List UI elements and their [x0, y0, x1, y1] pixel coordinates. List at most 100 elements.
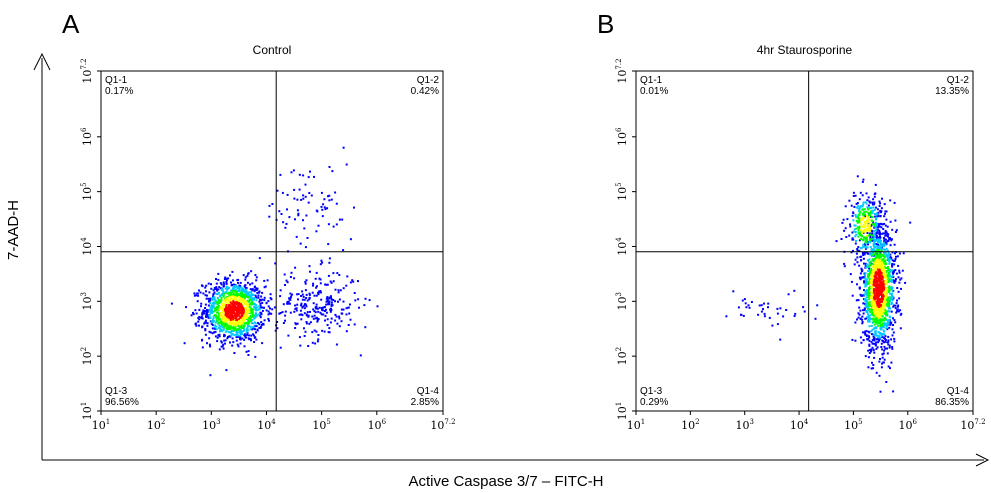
data-point: [293, 188, 296, 191]
data-point: [238, 317, 241, 320]
data-point: [894, 231, 897, 233]
data-point: [785, 309, 788, 311]
data-point: [890, 286, 893, 289]
data-point: [875, 243, 878, 245]
data-point: [869, 233, 872, 236]
data-point: [879, 321, 882, 324]
data-point: [225, 322, 228, 325]
data-point: [880, 295, 883, 298]
data-point: [863, 281, 866, 284]
data-point: [253, 341, 256, 343]
data-point: [225, 279, 228, 282]
data-point: [886, 267, 888, 269]
data-point: [244, 303, 247, 306]
data-point: [227, 302, 229, 305]
data-point: [885, 381, 888, 383]
data-point: [884, 241, 887, 244]
data-point: [222, 281, 225, 284]
data-point: [239, 337, 242, 340]
data-point: [225, 309, 228, 312]
data-point: [864, 265, 867, 268]
data-point: [237, 345, 240, 348]
data-point: [244, 307, 247, 310]
data-point: [867, 252, 870, 255]
data-point: [316, 340, 319, 343]
data-point: [878, 321, 881, 324]
data-point: [861, 208, 864, 211]
data-point: [251, 328, 254, 331]
data-point: [882, 361, 885, 364]
data-point: [249, 299, 251, 302]
data-point: [284, 226, 287, 229]
data-point: [285, 279, 288, 282]
data-point: [887, 269, 890, 272]
data-point: [873, 241, 876, 244]
data-point: [866, 303, 869, 306]
data-point: [308, 265, 311, 268]
data-point: [244, 287, 247, 290]
data-point: [259, 304, 262, 307]
data-point: [212, 289, 215, 292]
data-point: [220, 323, 223, 325]
data-point: [865, 290, 868, 293]
data-point: [238, 324, 241, 327]
data-point: [889, 258, 892, 261]
data-point: [223, 326, 226, 329]
data-point: [875, 212, 878, 215]
data-point: [883, 272, 886, 275]
data-point: [864, 238, 867, 240]
data-point: [276, 321, 279, 323]
data-point: [289, 296, 292, 299]
data-point: [888, 237, 891, 240]
data-point: [354, 299, 357, 302]
data-point: [306, 237, 309, 239]
data-point: [867, 366, 870, 369]
data-point: [231, 316, 234, 319]
data-point: [877, 283, 880, 286]
data-point: [261, 342, 264, 345]
data-point: [878, 305, 880, 308]
data-point: [219, 319, 222, 322]
chart-title: 4hr Staurosporine: [757, 43, 853, 57]
data-point: [875, 245, 878, 248]
data-point: [873, 337, 876, 339]
data-point: [879, 253, 882, 256]
data-point: [223, 316, 226, 319]
data-point: [886, 352, 889, 355]
data-point: [871, 361, 873, 364]
data-point: [222, 328, 225, 331]
data-point: [876, 346, 879, 349]
data-point: [325, 297, 328, 300]
data-point: [879, 240, 882, 243]
data-point: [864, 304, 867, 307]
data-point: [357, 298, 360, 301]
data-point: [862, 302, 865, 305]
data-point: [220, 294, 223, 297]
data-point: [236, 343, 239, 346]
data-point: [225, 301, 228, 304]
data-point: [253, 297, 255, 300]
data-point: [278, 210, 281, 213]
data-point: [340, 312, 343, 315]
data-point: [251, 309, 254, 312]
data-point: [347, 306, 350, 309]
data-point: [224, 291, 227, 294]
y-tick-label: 103: [80, 292, 94, 310]
data-point: [237, 329, 240, 332]
data-point: [208, 343, 211, 346]
data-point: [862, 245, 865, 248]
data-point: [861, 276, 864, 279]
data-point: [192, 311, 194, 314]
data-point: [887, 272, 890, 275]
data-point: [204, 333, 207, 336]
data-point: [895, 311, 898, 314]
data-point: [213, 310, 216, 313]
data-point: [871, 201, 874, 204]
data-point: [304, 289, 307, 292]
data-point: [346, 275, 349, 278]
data-point: [880, 346, 883, 348]
quadrant-name: Q1-2: [417, 75, 440, 86]
data-point: [854, 242, 857, 245]
data-point: [843, 265, 846, 268]
y-tick-label: 106: [80, 127, 94, 146]
